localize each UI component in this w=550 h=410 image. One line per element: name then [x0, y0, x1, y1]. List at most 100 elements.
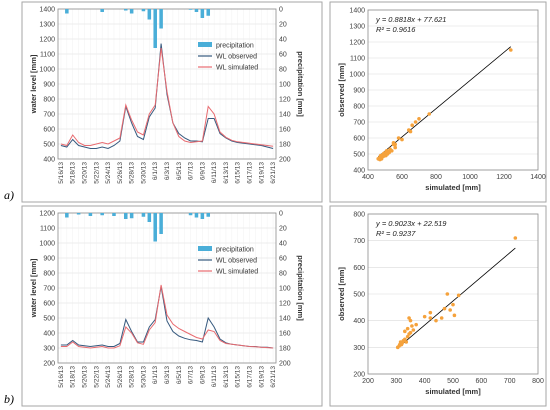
scatter-b-data-point [408, 330, 413, 335]
scatter-a-y-tick-label: 700 [353, 120, 365, 127]
scatter-b-data-point [442, 306, 447, 311]
scatter-b-y-tick-label: 700 [353, 238, 365, 245]
ts-b-y-tick-label: 400 [43, 331, 55, 338]
scatter-a-data-point [393, 145, 398, 150]
scatter-b-trendline [397, 247, 516, 349]
ts-b-x-tick-label: 5/26/13 [117, 366, 124, 388]
ts-a-y2-tick-label: 0 [279, 7, 283, 14]
ts-a-precip-bar [159, 9, 163, 29]
scatter-b-data-point [408, 318, 413, 323]
ts-b-y2-tick-label: 180 [279, 346, 291, 353]
ts-a-y2-tick-label: 40 [279, 37, 287, 44]
scatter-b-data-point [452, 313, 457, 318]
ts-a-y-tick-label: 900 [43, 82, 55, 89]
ts-b-y2-tick-label: 100 [279, 286, 291, 293]
scatter-b-x-tick-label: 600 [475, 378, 487, 385]
ts-b-y2-tick-label: 140 [279, 316, 291, 323]
scatter-a-data-point [393, 142, 398, 147]
scatter-b-x-axis-label: simulated [mm] [425, 387, 481, 396]
ts-b-precip-bar [147, 213, 152, 222]
scatter-a-x-tick-label: 800 [430, 174, 442, 181]
panel-b-timeseries-frame [21, 205, 323, 407]
ts-b-precip-bar [206, 213, 211, 217]
ts-b-plot-area [57, 212, 277, 364]
ts-a-x-tick-label: 6/5/13 [176, 162, 183, 180]
ts-a-precip-bar [200, 9, 205, 18]
ts-a-y-tick-label: 500 [43, 142, 55, 149]
ts-b-x-tick-label: 6/17/13 [246, 366, 253, 388]
scatter-a-data-point [509, 48, 513, 52]
ts-a-y-tick-label: 600 [43, 127, 55, 134]
ts-a-y2-axis-label: precipitation [mm] [296, 51, 305, 117]
panel-a-label: a) [4, 188, 14, 202]
ts-b-y-tick-label: 1200 [39, 211, 55, 218]
ts-b-x-tick-label: 5/20/13 [82, 366, 89, 388]
ts-b-y-tick-label: 900 [43, 256, 55, 263]
ts-a-line-wl-observed [60, 43, 274, 150]
scatter-b-data-point [403, 337, 407, 342]
ts-a-x-tick-label: 5/16/13 [58, 162, 65, 184]
ts-b-legend-label: precipitation [216, 247, 254, 254]
scatter-a-y-tick-label: 800 [353, 104, 365, 111]
ts-a-x-tick-label: 6/11/13 [211, 162, 218, 184]
ts-b-precip-bar [188, 213, 193, 216]
scatter-a-y-tick-label: 900 [353, 88, 365, 95]
scatter-b-x-tick-label: 500 [447, 378, 459, 385]
scatter-b-data-point [407, 316, 411, 320]
ts-b-precip-bar [88, 213, 93, 216]
ts-a-precip-bar [123, 9, 128, 11]
scatter-a-x-tick-label: 600 [396, 174, 408, 181]
scatter-b-r2-label: R² = 0.9237 [376, 229, 416, 238]
scatter-b-data-point [405, 334, 410, 339]
scatter-b-y-tick-label: 600 [353, 265, 365, 272]
ts-b-y2-tick-label: 160 [279, 331, 291, 338]
scatter-a-x-tick-label: 1000 [462, 174, 478, 181]
ts-a-precip-bar [100, 9, 104, 12]
ts-b-y-tick-label: 700 [43, 286, 55, 293]
scatter-a-data-point [378, 157, 382, 162]
ts-b-x-tick-label: 6/7/13 [188, 366, 195, 384]
scatter-b-equation-label: y = 0.9023x + 22.519 [375, 219, 447, 228]
ts-a-x-tick-label: 6/1/13 [152, 162, 159, 180]
panel-b-label: b) [4, 392, 14, 406]
scatter-b-data-point [422, 314, 427, 319]
scatter-b-data-point [428, 310, 433, 315]
ts-b-x-tick-label: 5/16/13 [58, 366, 65, 388]
scatter-b-x-tick-label: 700 [504, 378, 516, 385]
ts-b-x-tick-label: 5/18/13 [70, 366, 77, 388]
scatter-b-plot-area [367, 213, 539, 375]
ts-b-x-tick-label: 6/19/13 [258, 366, 265, 388]
scatter-a-plot-area [367, 9, 539, 171]
ts-a-precip-bar [129, 9, 134, 14]
ts-b-x-tick-label: 6/1/13 [152, 366, 159, 384]
ts-a-y2-tick-label: 160 [279, 127, 291, 134]
ts-a-y-tick-label: 700 [43, 112, 55, 119]
scatter-b-data-point [456, 293, 461, 298]
ts-a-y-tick-label: 1200 [39, 37, 55, 44]
ts-b-y-axis-label: water level [mm] [29, 258, 38, 318]
scatter-a-data-point [413, 120, 418, 124]
ts-b-y2-tick-label: 0 [279, 211, 283, 218]
ts-a-y-tick-label: 800 [43, 97, 55, 104]
ts-b-y2-axis-label: precipitation [mm] [296, 255, 305, 321]
scatter-b-x-tick-label: 200 [362, 378, 374, 385]
panel-a-timeseries-frame [21, 1, 323, 203]
scatter-a-data-point [408, 129, 413, 134]
scatter-b-y-tick-label: 200 [353, 372, 365, 379]
ts-a-legend-label: WL simulated [216, 65, 258, 72]
scatter-b-y-axis-label: observed [mm] [337, 267, 346, 321]
scatter-a-r2-label: R² = 0.9616 [376, 25, 416, 34]
ts-a-y2-tick-label: 80 [279, 67, 287, 74]
ts-a-legend-swatch-precipitation [198, 42, 212, 47]
scatter-b-data-point [411, 328, 416, 332]
scatter-a-data-point [427, 112, 432, 116]
ts-b-x-tick-label: 5/28/13 [129, 366, 136, 388]
scatter-b-data-point [448, 308, 452, 312]
ts-a-y-axis-label: water level [mm] [29, 54, 38, 114]
ts-a-x-tick-label: 6/7/13 [188, 162, 195, 180]
scatter-a-equation-label: y = 0.8818x + 77.621 [375, 15, 446, 24]
scatter-a-data-point [417, 117, 421, 121]
ts-b-legend-label: WL simulated [216, 269, 258, 276]
ts-a-y2-tick-label: 180 [279, 142, 291, 149]
